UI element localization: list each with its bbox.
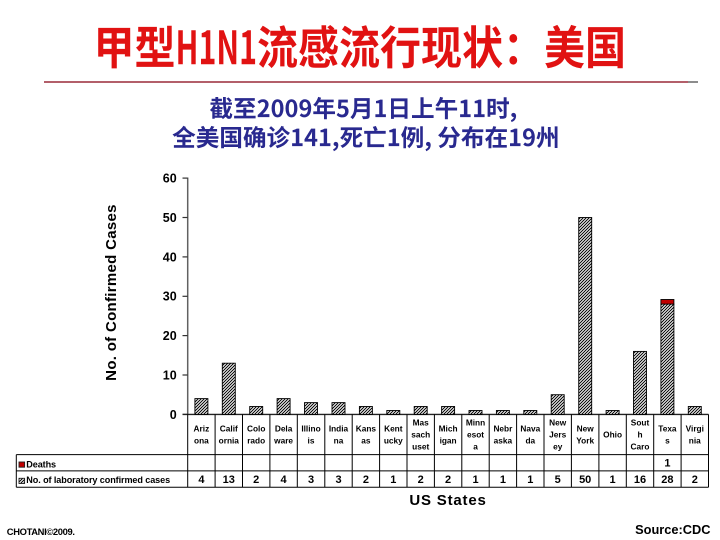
svg-text:New: New (549, 418, 567, 428)
svg-text:Ohio: Ohio (603, 430, 622, 440)
svg-text:2: 2 (253, 474, 259, 486)
svg-text:10: 10 (163, 368, 177, 382)
svg-text:h: h (637, 430, 642, 440)
svg-text:3: 3 (335, 474, 341, 486)
svg-text:5: 5 (555, 474, 561, 486)
svg-text:50: 50 (163, 211, 177, 225)
svg-text:2: 2 (692, 474, 698, 486)
svg-text:0: 0 (170, 408, 177, 422)
svg-text:40: 40 (163, 250, 177, 264)
svg-text:esot: esot (467, 430, 484, 440)
svg-text:Nava: Nava (520, 424, 540, 434)
svg-text:No. of laboratory confirmed ca: No. of laboratory confirmed cases (26, 475, 170, 485)
svg-text:Nebr: Nebr (493, 424, 513, 434)
svg-text:2: 2 (363, 474, 369, 486)
svg-text:US States: US States (409, 492, 486, 509)
svg-text:New: New (577, 424, 595, 434)
svg-text:ucky: ucky (384, 435, 403, 445)
svg-text:60: 60 (163, 172, 177, 186)
svg-text:Calif: Calif (220, 424, 238, 434)
svg-text:Jers: Jers (549, 430, 566, 440)
svg-text:4: 4 (281, 474, 288, 486)
svg-text:Kent: Kent (384, 424, 403, 434)
svg-text:13: 13 (223, 474, 235, 486)
svg-text:igan: igan (440, 435, 457, 445)
svg-text:Sout: Sout (631, 418, 650, 428)
svg-text:is: is (308, 435, 315, 445)
svg-text:3: 3 (308, 474, 314, 486)
svg-text:a: a (473, 441, 478, 451)
svg-text:50: 50 (579, 474, 591, 486)
svg-text:1: 1 (472, 474, 478, 486)
svg-text:Source:CDC: Source:CDC (635, 522, 710, 537)
svg-text:India: India (329, 424, 349, 434)
svg-text:Minn: Minn (466, 418, 485, 428)
svg-text:No. of Confirmed Cases: No. of Confirmed Cases (103, 204, 120, 381)
svg-text:as: as (361, 435, 371, 445)
svg-text:ware: ware (273, 435, 293, 445)
svg-text:ona: ona (194, 435, 209, 445)
svg-text:28: 28 (661, 474, 673, 486)
svg-text:uset: uset (412, 441, 429, 451)
svg-text:20: 20 (163, 329, 177, 343)
svg-text:Mas: Mas (413, 418, 430, 428)
svg-text:ey: ey (553, 441, 563, 451)
svg-text:1: 1 (500, 474, 506, 486)
svg-text:2: 2 (418, 474, 424, 486)
svg-text:Illino: Illino (301, 424, 320, 434)
svg-text:Mich: Mich (439, 424, 458, 434)
svg-text:sach: sach (411, 430, 430, 440)
svg-text:nia: nia (689, 435, 701, 445)
svg-text:Ariz: Ariz (194, 424, 210, 434)
svg-text:CHOTANI©2009.: CHOTANI©2009. (7, 526, 75, 537)
svg-text:Kans: Kans (356, 424, 377, 434)
svg-text:16: 16 (634, 474, 646, 486)
svg-text:da: da (525, 435, 535, 445)
svg-text:Caro: Caro (631, 441, 650, 451)
svg-text:York: York (576, 435, 594, 445)
svg-text:Virgi: Virgi (686, 424, 704, 434)
svg-text:Dela: Dela (275, 424, 293, 434)
svg-text:rado: rado (247, 435, 265, 445)
svg-text:s: s (665, 435, 670, 445)
svg-text:ornia: ornia (219, 435, 240, 445)
svg-text:aska: aska (494, 435, 513, 445)
svg-text:Deaths: Deaths (26, 459, 56, 469)
svg-text:1: 1 (390, 474, 396, 486)
svg-text:1: 1 (527, 474, 533, 486)
svg-text:1: 1 (610, 474, 616, 486)
svg-text:na: na (334, 435, 344, 445)
svg-text:1: 1 (664, 458, 670, 470)
svg-text:Texa: Texa (658, 424, 677, 434)
svg-text:2: 2 (445, 474, 451, 486)
svg-text:30: 30 (163, 290, 177, 304)
svg-text:4: 4 (198, 474, 205, 486)
svg-text:Colo: Colo (247, 424, 265, 434)
